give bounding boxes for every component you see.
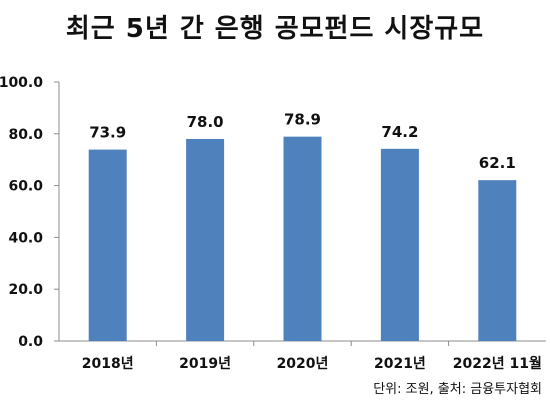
x-tick-label: 2022년 11월 <box>453 355 542 372</box>
x-tick-label: 2020년 <box>277 356 329 372</box>
data-label: 62.1 <box>479 154 516 172</box>
y-tick-label: 40.0 <box>8 230 43 246</box>
bar <box>283 136 322 341</box>
bar <box>88 149 127 341</box>
source-note: 단위: 조원, 출처: 금융투자협회 <box>373 382 542 397</box>
y-tick-label: 80.0 <box>8 127 43 143</box>
bar <box>186 138 225 341</box>
data-label: 78.9 <box>284 111 321 129</box>
y-tick-label: 20.0 <box>8 282 43 298</box>
chart-title: 최근 5년 간 은행 공모펀드 시장규모 <box>65 14 485 44</box>
x-tick-label: 2021년 <box>374 356 426 372</box>
bar <box>380 148 419 341</box>
x-tick-label: 2018년 <box>82 356 134 372</box>
y-tick-label: 100.0 <box>0 75 43 91</box>
data-label: 73.9 <box>89 124 126 142</box>
y-tick-label: 0.0 <box>18 334 43 350</box>
data-label: 74.2 <box>381 123 418 141</box>
x-tick-label: 2019년 <box>179 356 231 372</box>
data-label: 78.0 <box>187 113 224 131</box>
bar <box>478 180 517 341</box>
y-tick-label: 60.0 <box>8 179 43 195</box>
